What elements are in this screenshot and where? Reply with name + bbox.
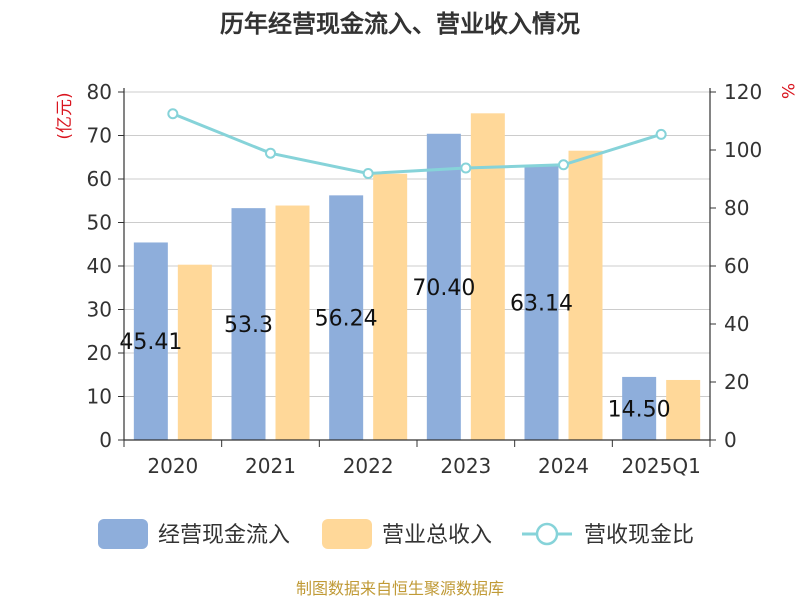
legend-label: 经营现金流入 bbox=[158, 523, 290, 548]
left-tick-label: 20 bbox=[87, 341, 112, 365]
ratio-point bbox=[167, 108, 179, 120]
cash-inflow-bar bbox=[622, 376, 657, 440]
cash-inflow-value-label: 45.41 bbox=[119, 330, 182, 355]
cash-inflow-bar bbox=[329, 195, 364, 440]
left-tick-label: 60 bbox=[87, 167, 112, 191]
legend-label: 营收现金比 bbox=[584, 523, 694, 548]
axes: 0 10 20 30 40 50 60 70 80 0 20 40 60 80 100 120 2020 2021… bbox=[87, 80, 763, 478]
revenue-bar bbox=[470, 113, 505, 440]
cash-inflow-bar bbox=[524, 165, 559, 440]
ratio-point bbox=[265, 147, 276, 159]
cash-inflow-bar bbox=[426, 133, 461, 440]
cash-inflow-value-label: 56.24 bbox=[315, 307, 378, 332]
bars bbox=[133, 113, 701, 440]
left-tick-label: 70 bbox=[87, 124, 112, 148]
revenue-bar bbox=[373, 173, 408, 440]
ratio-point bbox=[558, 159, 569, 171]
cash-inflow-bar bbox=[133, 242, 168, 440]
legend-label: 营业总收入 bbox=[382, 523, 492, 548]
revenue-bar bbox=[275, 205, 310, 440]
x-tick-label: 2024 bbox=[538, 454, 589, 478]
x-tick-label: 2022 bbox=[343, 454, 394, 478]
x-tick-label: 2021 bbox=[245, 454, 296, 478]
x-tick-label: 2025Q1 bbox=[621, 454, 700, 478]
ratio-point bbox=[655, 128, 667, 140]
ratio-point bbox=[460, 162, 472, 174]
right-tick-label: 40 bbox=[724, 312, 749, 336]
right-tick-label: 60 bbox=[724, 254, 749, 278]
right-tick-label: 20 bbox=[724, 370, 749, 394]
legend: 经营现金流入 营业总收入 营收现金比 bbox=[98, 519, 694, 549]
ratio-point bbox=[362, 167, 374, 179]
legend-cash-inflow: 经营现金流入 bbox=[98, 519, 290, 549]
left-tick-label: 80 bbox=[87, 80, 112, 104]
revenue-bar bbox=[177, 264, 212, 440]
legend-marker bbox=[535, 522, 559, 546]
legend-revenue: 营业总收入 bbox=[322, 519, 492, 549]
left-axis-unit: (亿元) bbox=[55, 92, 75, 139]
ratio-line-path bbox=[172, 112, 662, 175]
cash-inflow-value-label: 53.3 bbox=[224, 313, 273, 338]
right-tick-label: 0 bbox=[724, 428, 737, 452]
cash-inflow-bar bbox=[231, 208, 266, 440]
revenue-bar bbox=[666, 379, 701, 440]
bar-labels: 45.41 53.3 56.24 70.40 63.14 14.50 bbox=[119, 276, 670, 423]
right-tick-label: 100 bbox=[724, 138, 762, 162]
cash-inflow-value-label: 14.50 bbox=[608, 397, 671, 422]
legend-swatch bbox=[322, 519, 372, 549]
left-tick-label: 50 bbox=[87, 211, 112, 235]
legend-ratio: 营收现金比 bbox=[522, 522, 694, 548]
right-tick-label: 80 bbox=[724, 196, 749, 220]
legend-swatch bbox=[98, 519, 148, 549]
x-tick-label: 2023 bbox=[440, 454, 491, 478]
left-tick-label: 30 bbox=[87, 298, 112, 322]
chart-title: 历年经营现金流入、营业收入情况 bbox=[220, 10, 580, 38]
right-tick-label: 120 bbox=[724, 80, 762, 104]
source-note: 制图数据来自恒生聚源数据库 bbox=[296, 579, 504, 598]
gridlines bbox=[124, 91, 710, 397]
left-tick-label: 40 bbox=[87, 254, 112, 278]
cash-inflow-value-label: 70.40 bbox=[412, 276, 475, 301]
cash-inflow-value-label: 63.14 bbox=[510, 292, 573, 317]
left-tick-label: 0 bbox=[99, 428, 112, 452]
revenue-bar bbox=[568, 150, 603, 440]
ratio-line bbox=[167, 108, 667, 179]
right-axis-unit: % bbox=[777, 83, 797, 99]
left-tick-label: 10 bbox=[87, 385, 112, 409]
x-tick-label: 2020 bbox=[147, 454, 198, 478]
